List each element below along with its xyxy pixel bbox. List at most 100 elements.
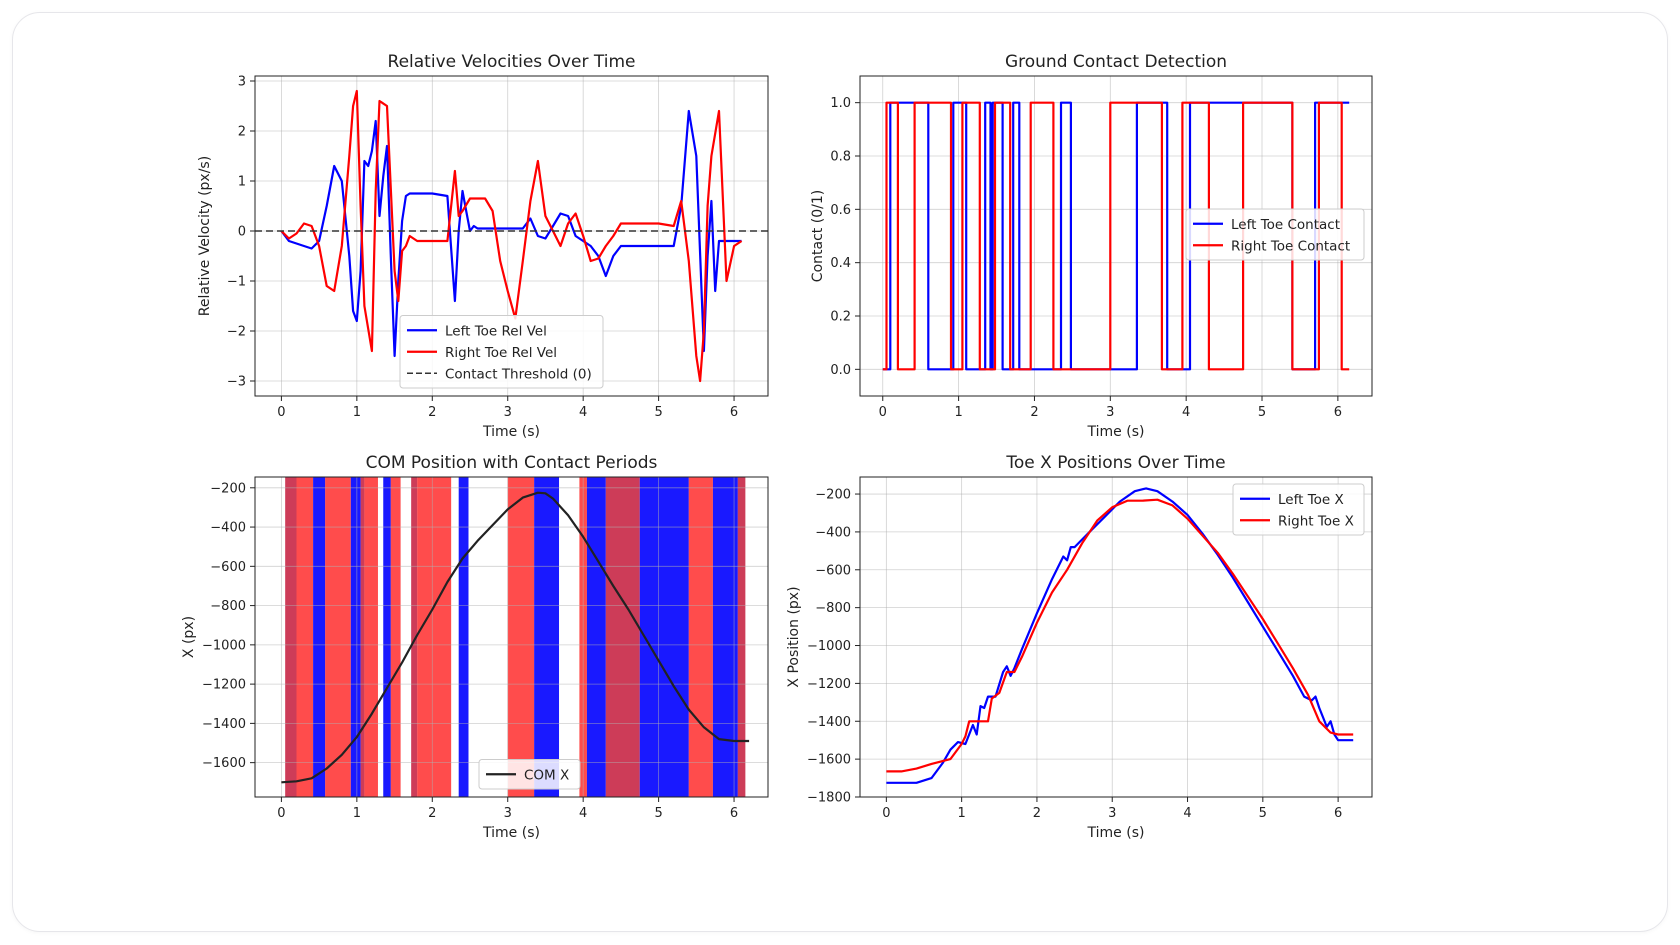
series-group: [886, 487, 1354, 784]
legend-label: Contact Threshold (0): [445, 366, 592, 382]
y-tick-label: −400: [210, 521, 246, 536]
series-group: [255, 89, 768, 383]
contact-band-overlap: [737, 477, 746, 797]
x-axis-label: Time (s): [482, 825, 540, 841]
y-tick-label: −1600: [202, 756, 246, 771]
contact-bands: [285, 477, 746, 797]
contact-band-left: [586, 477, 606, 797]
contact-band-right: [296, 477, 314, 797]
x-tick-label: 0: [277, 405, 285, 420]
y-tick-label: −1400: [202, 717, 246, 732]
legend-label: Right Toe X: [1278, 513, 1354, 529]
contact-band-overlap: [360, 477, 365, 797]
y-tick-label: 1.0: [830, 96, 851, 111]
x-tick-label: 0: [879, 405, 887, 420]
axes-frame: [859, 476, 1373, 798]
chart-title: COM Position with Contact Periods: [366, 453, 658, 473]
y-tick-label: −1000: [807, 639, 851, 654]
legend-label: Left Toe X: [1278, 492, 1344, 508]
y-tick-label: −200: [815, 488, 851, 503]
y-tick-label: −800: [815, 601, 851, 616]
contact-band-left: [534, 477, 560, 797]
y-tick-label: 0.0: [830, 363, 851, 378]
contact-band-overlap: [605, 477, 640, 797]
contact-band-right: [507, 477, 535, 797]
contact-band-left: [350, 477, 361, 797]
contact-band-left: [383, 477, 391, 797]
x-tick-label: 6: [1334, 806, 1342, 821]
legend-frame: [1185, 208, 1365, 261]
series-line-left-toe-contact: [882, 101, 1350, 371]
x-tick-label: 2: [1030, 405, 1038, 420]
y-tick-label: −1800: [807, 791, 851, 806]
x-tick-label: 2: [428, 405, 436, 420]
y-tick-label: 0.4: [830, 256, 851, 271]
figure: 0 1 2 3 4 5 6 −3 −2 −1 0 1 2 3 Relative Velocities Ove…: [181, 52, 1373, 841]
legend-frame: [399, 315, 604, 389]
x-tick-label: 5: [654, 405, 662, 420]
y-tick-label: 3: [238, 75, 246, 90]
legend: Left Toe Contact Right Toe Contact: [1185, 208, 1365, 261]
chart-title: Relative Velocities Over Time: [388, 52, 636, 72]
chart-title: Toe X Positions Over Time: [1005, 453, 1225, 473]
x-tick-label: 3: [1106, 405, 1114, 420]
y-tick-label: 1: [238, 175, 246, 190]
legend: COM X: [478, 759, 581, 790]
series-group: [281, 491, 750, 784]
x-axis-label: Time (s): [1087, 424, 1145, 440]
series-line-right-toe-rel-vel: [280, 89, 743, 383]
x-tick-label: 1: [954, 405, 962, 420]
legend-label: COM X: [524, 767, 569, 783]
contact-band-right: [325, 477, 351, 797]
y-tick-label: −2: [227, 325, 246, 340]
y-tick-label: −3: [227, 375, 246, 390]
chart-com: 0 1 2 3 4 5 6 −200 −400 −600 −800 −1000 −1200 −1400 −1…: [181, 453, 769, 841]
y-tick-label: −1200: [807, 677, 851, 692]
y-tick-label: −1: [227, 275, 246, 290]
contact-band-right: [364, 477, 378, 797]
x-tick-label: 0: [882, 806, 890, 821]
x-tick-label: 6: [730, 405, 738, 420]
x-tick-label: 1: [353, 405, 361, 420]
y-axis-label: Contact (0/1): [810, 190, 826, 282]
y-tick-label: −800: [210, 599, 246, 614]
axes-frame: [859, 75, 1373, 397]
series-line-right-toe-contact: [882, 101, 1350, 371]
x-tick-label: 3: [504, 806, 512, 821]
figure-card: 0 1 2 3 4 5 6 −3 −2 −1 0 1 2 3 Relative Velocities Ove…: [12, 12, 1668, 932]
y-axis-label: X Position (px): [786, 586, 802, 687]
x-tick-label: 1: [353, 806, 361, 821]
y-axis-label: Relative Velocity (px/s): [197, 156, 213, 316]
x-tick-label: 3: [504, 405, 512, 420]
chart-contact: 0 1 2 3 4 5 6 0.0 0.2 0.4 0.6 0.8 1.0 Ground Contact …: [810, 52, 1373, 440]
legend-label: Right Toe Contact: [1231, 238, 1350, 254]
chart-rel-vel: 0 1 2 3 4 5 6 −3 −2 −1 0 1 2 3 Relative Velocities Ove…: [197, 52, 769, 440]
legend-label: Right Toe Rel Vel: [445, 345, 557, 361]
y-tick-label: −1400: [807, 715, 851, 730]
contact-band-left: [313, 477, 326, 797]
contact-band-overlap: [285, 477, 297, 797]
x-tick-label: 6: [1334, 405, 1342, 420]
legend-label: Left Toe Rel Vel: [445, 323, 547, 339]
y-tick-label: −200: [210, 481, 246, 496]
y-tick-label: −1200: [202, 678, 246, 693]
contact-band-left: [458, 477, 469, 797]
axes-frame: [254, 476, 769, 798]
y-tick-label: 0.2: [830, 310, 851, 325]
y-tick-label: −1000: [202, 638, 246, 653]
series-line-com-x: [281, 491, 750, 784]
series-line-left-toe-rel-vel: [280, 109, 742, 358]
y-tick-label: 0.6: [830, 203, 851, 218]
grid: [255, 477, 768, 797]
y-axis-label: X (px): [181, 616, 197, 658]
x-tick-label: 1: [958, 806, 966, 821]
y-tick-label: −1600: [807, 753, 851, 768]
x-tick-label: 5: [654, 806, 662, 821]
chart-toe-x: 0 1 2 3 4 5 6 −200 −400 −600 −800 −1000 −1200 −1400 −1…: [786, 453, 1373, 841]
x-tick-label: 4: [579, 806, 587, 821]
chart-title: Ground Contact Detection: [1005, 52, 1227, 72]
x-tick-label: 6: [730, 806, 738, 821]
legend-frame: [478, 759, 581, 790]
x-tick-label: 4: [1182, 405, 1190, 420]
x-tick-label: 0: [277, 806, 285, 821]
